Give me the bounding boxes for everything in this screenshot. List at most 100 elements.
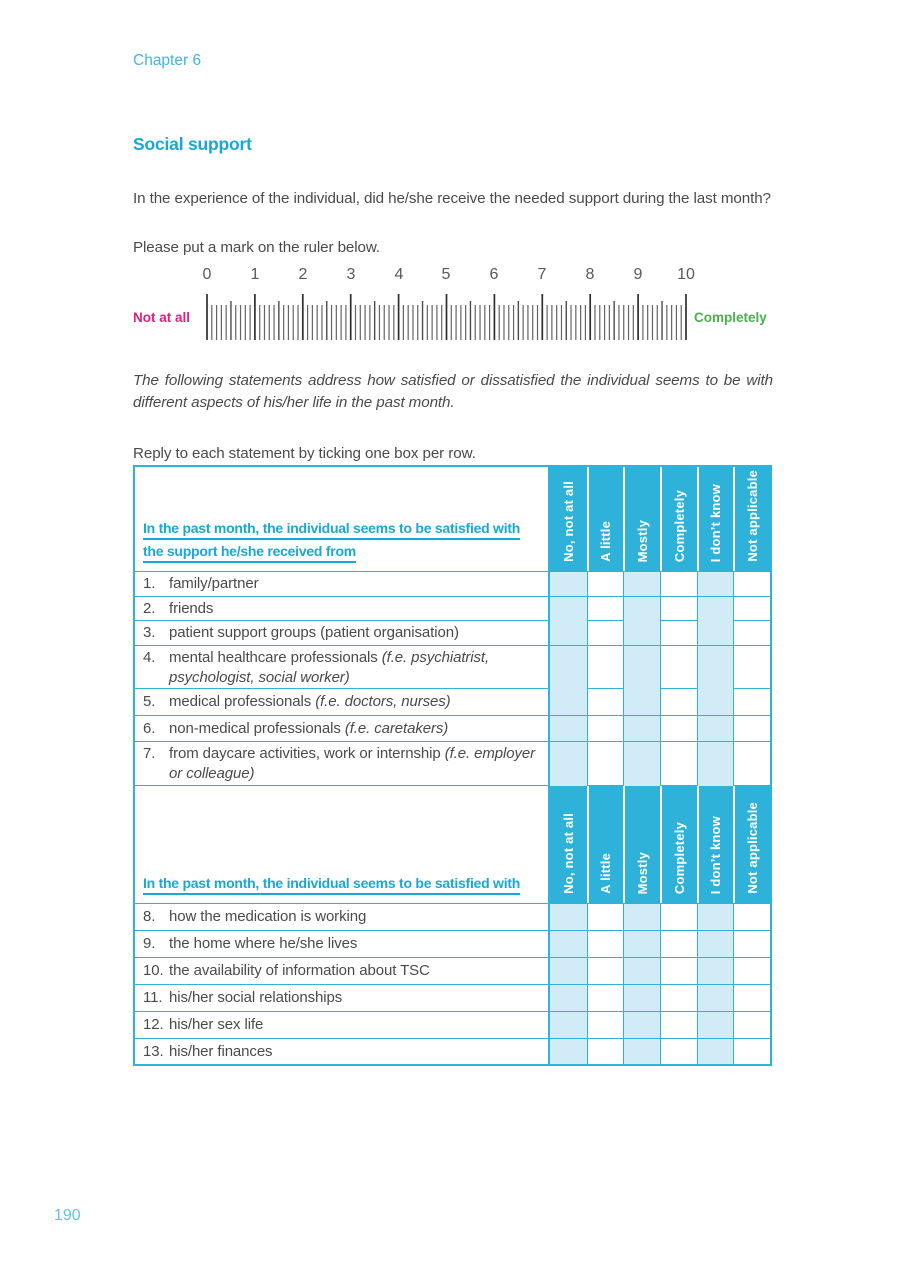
checkbox-cell[interactable]: [623, 985, 660, 1011]
checkbox-cell[interactable]: [586, 572, 624, 596]
checkbox-cell[interactable]: [696, 1012, 734, 1038]
checkbox-cell[interactable]: [586, 1039, 624, 1064]
checkbox-cell[interactable]: [696, 958, 734, 984]
column-header-a-little: A little: [586, 786, 624, 903]
ruler-number: 5: [441, 266, 451, 283]
statement-number: 4.: [143, 649, 156, 666]
checkbox-cell[interactable]: [733, 958, 770, 984]
statement-text: patient support groups (patient organisa…: [169, 624, 459, 641]
checkbox-cell[interactable]: [696, 597, 734, 621]
statement-label: 13. his/her finances: [135, 1039, 550, 1064]
checkbox-cell[interactable]: [696, 572, 734, 596]
checkbox-cell[interactable]: [550, 716, 587, 741]
checkbox-cell[interactable]: [660, 1012, 697, 1038]
checkbox-cell[interactable]: [660, 931, 697, 957]
checkbox-cell[interactable]: [586, 1012, 624, 1038]
checkbox-cell[interactable]: [550, 646, 587, 690]
checkbox-cell[interactable]: [550, 931, 587, 957]
checkbox-cell[interactable]: [550, 985, 587, 1011]
checkbox-cell[interactable]: [660, 572, 697, 596]
checkbox-cell[interactable]: [550, 1039, 587, 1064]
table-row: 9. the home where he/she lives: [135, 930, 770, 957]
checkbox-cell[interactable]: [696, 646, 734, 690]
checkbox-cell[interactable]: [586, 985, 624, 1011]
checkbox-cell[interactable]: [550, 1012, 587, 1038]
checkbox-cell[interactable]: [660, 597, 697, 621]
checkbox-cell[interactable]: [550, 689, 587, 715]
checkbox-cell[interactable]: [733, 904, 770, 930]
checkbox-cell[interactable]: [550, 958, 587, 984]
checkbox-cell[interactable]: [733, 621, 770, 645]
checkbox-cell[interactable]: [733, 931, 770, 957]
checkbox-cell[interactable]: [623, 958, 660, 984]
checkbox-cell[interactable]: [660, 958, 697, 984]
checkbox-cell[interactable]: [696, 689, 734, 715]
checkbox-cell[interactable]: [660, 716, 697, 741]
table-row: 5. medical professionals (f.e. doctors, n…: [135, 688, 770, 715]
checkbox-cell[interactable]: [623, 597, 660, 621]
checkbox-cell[interactable]: [733, 1012, 770, 1038]
checkbox-cell[interactable]: [586, 904, 624, 930]
checkbox-cell[interactable]: [660, 985, 697, 1011]
checkbox-cell[interactable]: [623, 1012, 660, 1038]
checkbox-cell[interactable]: [660, 904, 697, 930]
checkbox-cell[interactable]: [586, 689, 624, 715]
checkbox-cell[interactable]: [733, 1039, 770, 1064]
table-header-2: In the past month, the individual seems …: [135, 785, 770, 903]
checkbox-cell[interactable]: [586, 931, 624, 957]
checkbox-cell[interactable]: [623, 1039, 660, 1064]
checkbox-cell[interactable]: [660, 621, 697, 645]
ruler-number: 1: [250, 266, 260, 283]
checkbox-cell[interactable]: [550, 572, 587, 596]
checkbox-cell[interactable]: [623, 646, 660, 690]
checkbox-cell[interactable]: [696, 742, 734, 786]
checkbox-cell[interactable]: [733, 985, 770, 1011]
checkbox-cell[interactable]: [733, 646, 770, 690]
checkbox-cell[interactable]: [733, 572, 770, 596]
ruler-instruction: Please put a mark on the ruler below.: [133, 239, 381, 256]
checkbox-cell[interactable]: [623, 904, 660, 930]
checkbox-cell[interactable]: [733, 689, 770, 715]
checkbox-cell[interactable]: [696, 621, 734, 645]
checkbox-cell[interactable]: [696, 904, 734, 930]
checkbox-cell[interactable]: [586, 958, 624, 984]
checkbox-cell[interactable]: [623, 742, 660, 786]
statement-number: 13.: [143, 1042, 164, 1060]
checkbox-cell[interactable]: [696, 1039, 734, 1064]
statement-text: his/her sex life: [169, 1016, 264, 1033]
checkbox-cell[interactable]: [623, 621, 660, 645]
checkbox-cell[interactable]: [660, 646, 697, 690]
checkbox-cell[interactable]: [586, 742, 624, 786]
checkbox-cell[interactable]: [586, 621, 624, 645]
checkbox-cell[interactable]: [733, 597, 770, 621]
checkbox-cell[interactable]: [696, 931, 734, 957]
checkbox-cell[interactable]: [696, 985, 734, 1011]
ruler-scale[interactable]: [133, 294, 773, 341]
checkbox-cell[interactable]: [550, 597, 587, 621]
statement-number: 10.: [143, 962, 164, 979]
checkbox-cell[interactable]: [660, 742, 697, 786]
checkbox-cell[interactable]: [550, 904, 587, 930]
checkbox-cell[interactable]: [623, 716, 660, 741]
checkbox-cell[interactable]: [586, 646, 624, 690]
checkbox-cell[interactable]: [623, 931, 660, 957]
checkbox-cell[interactable]: [623, 572, 660, 596]
checkbox-cell[interactable]: [733, 742, 770, 786]
table-row: 11. his/her social relationships: [135, 984, 770, 1011]
checkbox-cell[interactable]: [733, 716, 770, 741]
header-text: In the past month, the individual seems …: [143, 874, 521, 891]
checkbox-cell[interactable]: [660, 689, 697, 715]
statement-label: 12. his/her sex life: [135, 1012, 550, 1038]
checkbox-cell[interactable]: [586, 597, 624, 621]
checkbox-cell[interactable]: [550, 742, 587, 786]
header-text-line2: the support he/she received from: [143, 542, 356, 559]
checkbox-cell[interactable]: [623, 689, 660, 715]
checkbox-cell[interactable]: [586, 716, 624, 741]
statement-label: 11. his/her social relationships: [135, 985, 550, 1011]
checkbox-cell[interactable]: [696, 716, 734, 741]
checkbox-cell[interactable]: [660, 1039, 697, 1064]
checkbox-cell[interactable]: [550, 621, 587, 645]
ruler-min-label: Not at all: [133, 310, 191, 325]
header-text-line1: In the past month, the individual seems …: [143, 520, 521, 537]
section-title: Social support: [133, 134, 252, 154]
